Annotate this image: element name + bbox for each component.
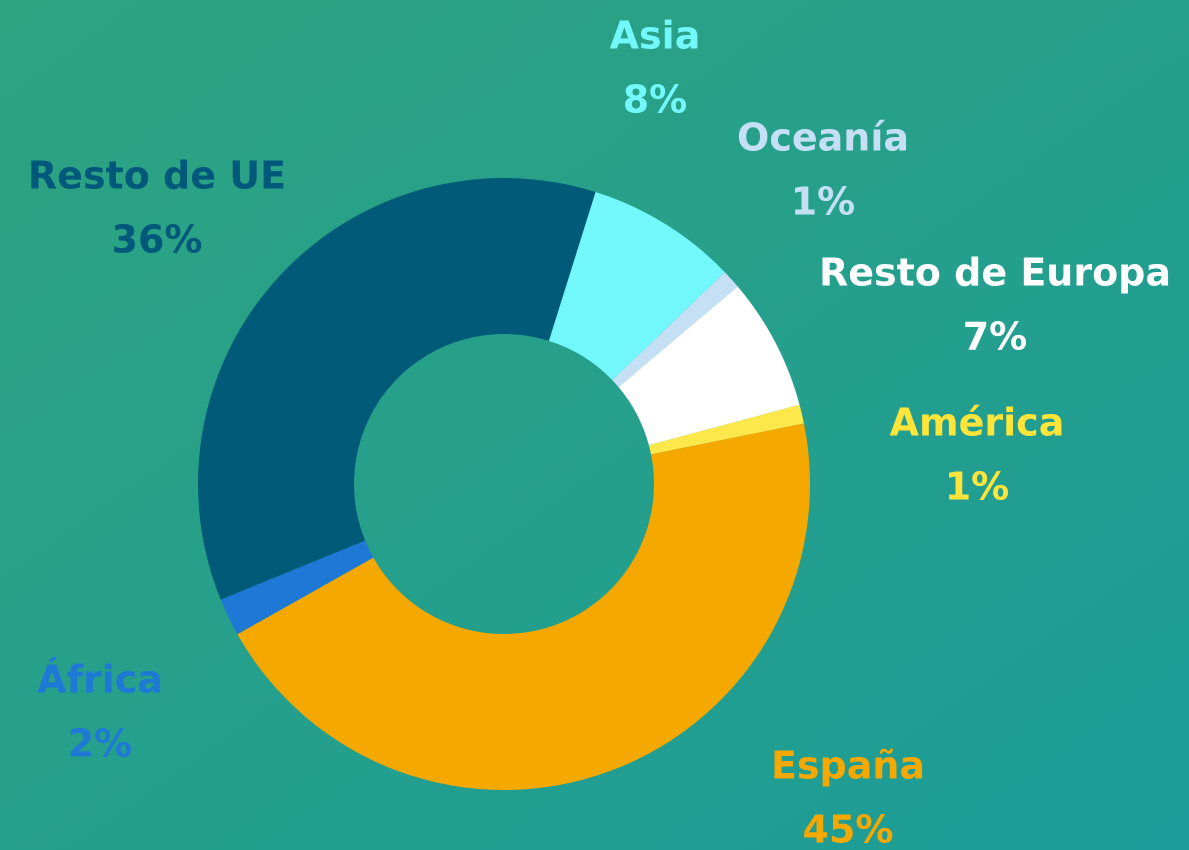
slice-name: América bbox=[890, 401, 1065, 445]
slice-value-label: 45% bbox=[803, 808, 894, 850]
slice-name: España bbox=[771, 744, 925, 788]
donut-slice bbox=[220, 540, 374, 635]
donut-slice bbox=[648, 404, 804, 455]
donut-slice bbox=[237, 423, 810, 790]
slice-value-label: 1% bbox=[791, 180, 856, 224]
slice-name: África bbox=[37, 658, 163, 702]
donut-slice bbox=[198, 178, 596, 600]
slice-name: Oceanía bbox=[737, 116, 909, 160]
donut-slice bbox=[618, 286, 800, 446]
slice-value-label: 1% bbox=[945, 465, 1010, 509]
donut-slice bbox=[548, 192, 725, 381]
slice-value-label: 2% bbox=[68, 722, 133, 766]
slice-value-label: 8% bbox=[623, 78, 688, 122]
slice-value-label: 36% bbox=[112, 218, 203, 262]
slice-name: Resto de Europa bbox=[819, 251, 1171, 295]
slice-value-label: 7% bbox=[963, 315, 1028, 359]
slice-name: Asia bbox=[610, 14, 701, 58]
slice-name: Resto de UE bbox=[28, 154, 286, 198]
donut-slice bbox=[612, 272, 738, 388]
